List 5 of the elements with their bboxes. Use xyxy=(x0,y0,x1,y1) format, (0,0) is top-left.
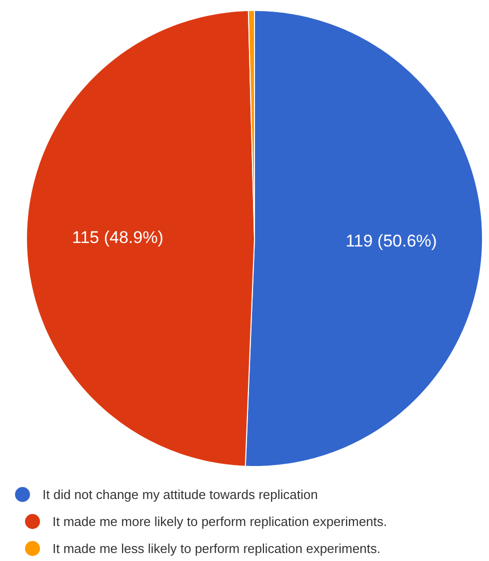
legend-label: It made me less likely to perform replication experiments. xyxy=(52,541,381,556)
legend-label: It made me more likely to perform replication experiments. xyxy=(52,514,388,529)
data-label: 115 (48.9%) xyxy=(72,228,164,248)
data-label: 119 (50.6%) xyxy=(346,232,437,251)
legend-label: It did not change my attitude towards replication xyxy=(42,487,318,502)
